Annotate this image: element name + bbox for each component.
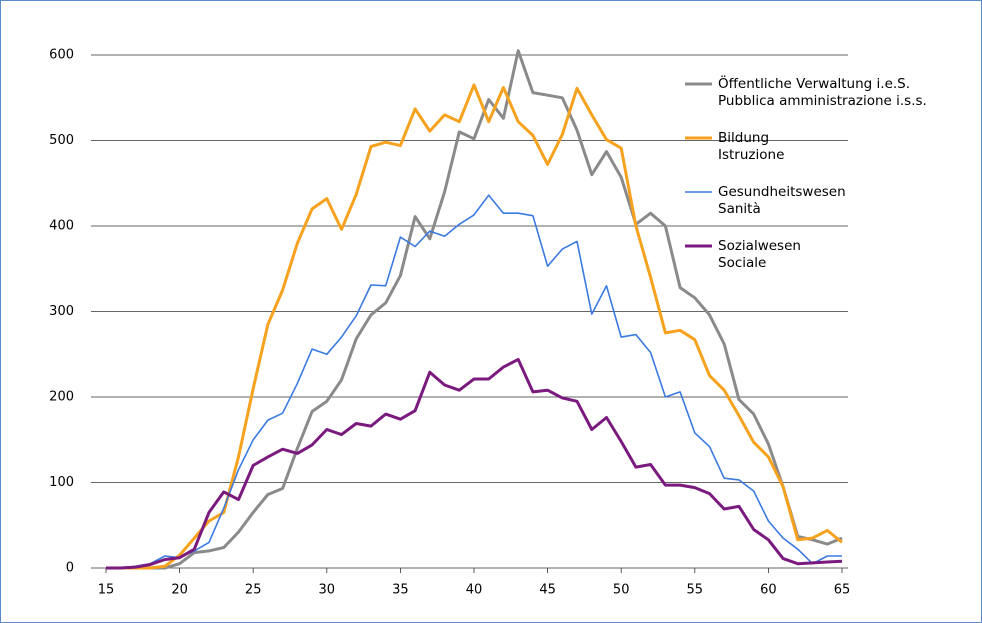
series-line xyxy=(106,49,843,570)
y-tick-label: 300 xyxy=(49,304,74,319)
legend-label: Sozialwesen Sociale xyxy=(718,238,801,271)
x-tick-label: 35 xyxy=(392,583,409,598)
x-tick-label: 25 xyxy=(245,583,262,598)
legend-label: Gesundheitswesen Sanità xyxy=(718,184,846,217)
y-tick-label: 0 xyxy=(66,561,74,576)
x-tick-label: 55 xyxy=(687,583,704,598)
x-tick-label: 40 xyxy=(466,583,483,598)
y-tick-label: 100 xyxy=(49,475,74,490)
series-line xyxy=(106,357,843,570)
x-tick-label: 15 xyxy=(98,583,115,598)
x-tick-label: 45 xyxy=(539,583,556,598)
y-tick-label: 500 xyxy=(49,133,74,148)
x-tick-label: 30 xyxy=(319,583,336,598)
x-tick-label: 65 xyxy=(834,583,851,598)
y-tick-label: 400 xyxy=(49,219,74,234)
y-tick-label: 200 xyxy=(49,390,74,405)
legend-label: Öffentliche Verwaltung i.e.S. Pubblica a… xyxy=(718,76,927,109)
x-tick-label: 50 xyxy=(613,583,630,598)
x-tick-label: 60 xyxy=(760,583,777,598)
y-tick-label: 600 xyxy=(49,48,74,63)
x-tick-label: 20 xyxy=(171,583,188,598)
legend-label: Bildung Istruzione xyxy=(718,130,785,163)
